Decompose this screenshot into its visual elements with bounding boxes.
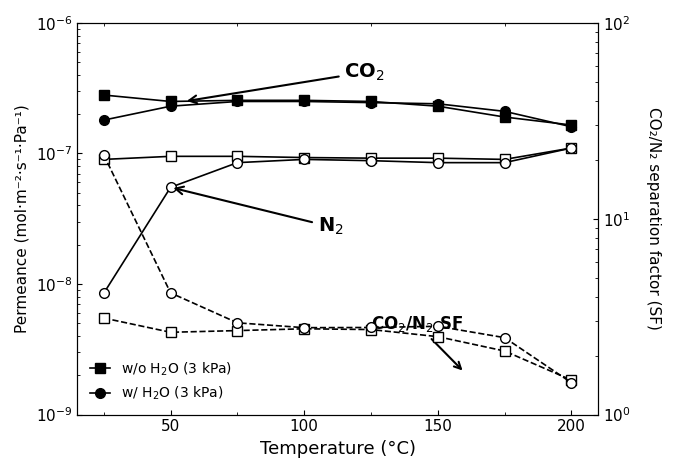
Legend: w/o H$_2$O (3 kPa), w/ H$_2$O (3 kPa): w/o H$_2$O (3 kPa), w/ H$_2$O (3 kPa) <box>84 355 238 408</box>
Text: CO$_2$/N$_2$ SF: CO$_2$/N$_2$ SF <box>371 314 463 369</box>
Text: N$_2$: N$_2$ <box>176 187 343 237</box>
Y-axis label: CO₂/N₂ separation factor (SF): CO₂/N₂ separation factor (SF) <box>646 107 660 330</box>
Y-axis label: Permeance (mol·m⁻²·s⁻¹·Pa⁻¹): Permeance (mol·m⁻²·s⁻¹·Pa⁻¹) <box>15 105 30 333</box>
X-axis label: Temperature (°C): Temperature (°C) <box>260 440 416 458</box>
Text: CO$_2$: CO$_2$ <box>189 61 385 103</box>
